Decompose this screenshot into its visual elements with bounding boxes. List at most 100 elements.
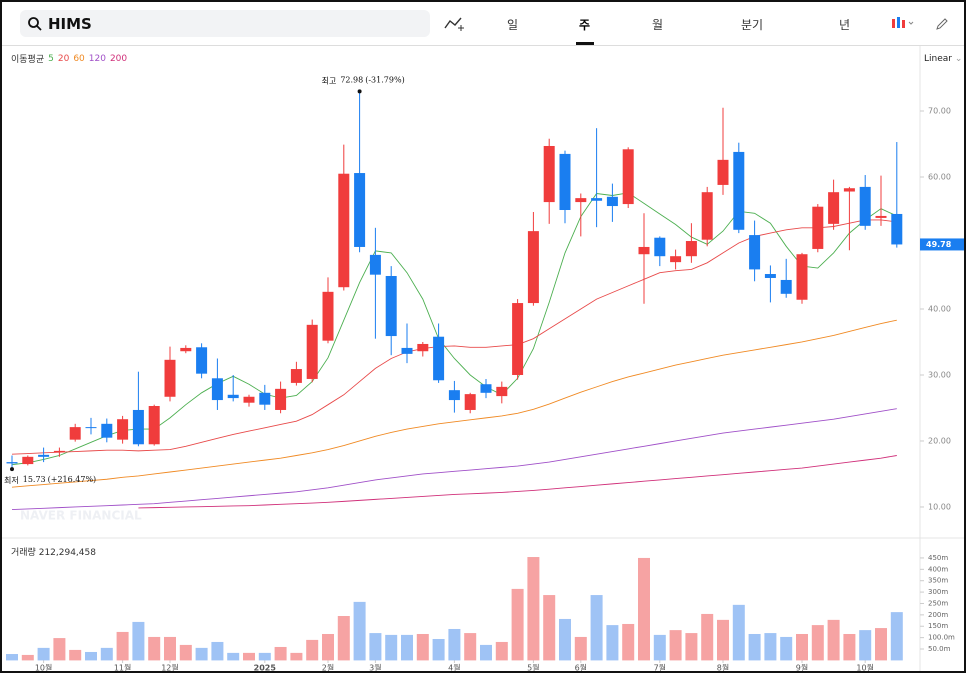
candle-body [69,427,81,440]
candle-body [764,274,776,278]
candle-body [53,450,65,453]
candle-body [875,215,887,218]
scale-text[interactable]: Linear [924,54,952,64]
moving-average-line [11,319,897,488]
ma-legend-item: 5 [48,53,54,64]
volume-bar [179,644,192,661]
extreme-dot [357,89,362,94]
volume-bar [717,619,729,661]
y-tick-label: 70.00 [928,107,951,116]
volume-bar [748,633,761,661]
volume-bar [148,636,161,661]
candle-body [417,343,429,352]
volume-bar [21,654,34,661]
volume-legend: 거래량 212,294,458 [11,545,96,558]
volume-bar [448,628,461,661]
volume-bar [306,639,319,661]
scale-selector[interactable]: Linear ⌄ [924,54,963,64]
period-tab[interactable]: 월 [652,18,664,32]
candle-body [717,159,729,185]
annotation-value: 72.98 [340,75,363,84]
x-tick-label: 6월 [575,663,587,672]
search-box[interactable]: HIMS [20,10,430,37]
x-tick-label: 2월 [322,663,334,672]
volume-bar [653,634,666,661]
y-tick-label: 30.00 [928,370,951,379]
candle-body [480,384,492,393]
volume-bar [132,621,145,661]
volume-bar [164,636,176,661]
period-tab[interactable]: 주 [579,18,591,32]
candle-body [591,198,603,201]
candle-body [354,173,366,247]
volume-bar [701,613,714,661]
candle-body [117,419,129,440]
candle-body [385,275,397,337]
x-tick-label: 7월 [654,663,666,672]
ma-legend-item: 20 [57,53,70,64]
volume-bar [369,633,382,661]
volume-bar [495,641,508,661]
volume-bar [511,588,524,661]
volume-bar [401,634,413,661]
volume-tick-label: 300m [928,588,948,596]
volume-total: 212,294,458 [38,548,96,558]
moving-average-line [11,408,897,511]
period-tab[interactable]: 분기 [741,18,764,32]
volume-bar [432,638,445,661]
candle-body [638,246,650,255]
candle-body [575,198,587,203]
volume-bar [732,604,745,661]
top-bar: HIMS 일 주 월 분기 년 [2,2,964,46]
compare-icon[interactable] [444,16,466,32]
period-tab[interactable]: 년 [839,18,851,32]
y-tick-label: 40.00 [928,304,951,313]
volume-bar [195,647,208,661]
candle-body [543,145,555,203]
volume-bar [211,641,224,661]
candle-body [559,153,571,211]
annotation-value: 15.73 [23,475,46,484]
candle-body [290,369,302,383]
moving-average-line [11,219,897,455]
volume-bar [53,638,66,661]
volume-bar [274,646,287,661]
volume-bar [322,633,334,661]
x-tick-label: 10월 [35,663,53,672]
candle-body [654,237,666,257]
annotation-change: (+216.47%) [48,475,97,484]
annotation-label: 최고 [322,75,337,85]
candle-body [812,206,824,249]
volume-bar [559,618,571,661]
volume-bar [796,633,808,661]
candle-body [85,427,97,429]
volume-tick-label: 100.0m [928,634,955,642]
period-tab[interactable]: 일 [507,18,519,32]
active-tab-underline [576,42,594,45]
volume-bar [6,654,18,661]
candle-body [464,394,476,410]
x-tick-label: 11월 [114,663,132,672]
price-tag-label: 49.78 [926,240,952,249]
volume-tick-label: 50.0m [928,645,951,653]
price-tag [920,238,964,251]
search-text[interactable]: HIMS [48,15,92,33]
moving-average-line [11,192,897,466]
candle-body [606,196,618,207]
candle-body [891,213,903,245]
draw-icon[interactable] [934,16,950,32]
volume-bar [527,557,540,661]
candle-body [164,359,176,397]
extreme-annotation: 최고 72.98 (-31.79%) [322,75,405,85]
candle-body [828,192,840,224]
x-tick-label: 9월 [796,663,808,672]
candle-body [196,347,208,374]
volume-bar [890,612,903,661]
candle-body [259,392,271,405]
moving-average-line [138,455,897,509]
chart-type-icon[interactable] [890,16,916,32]
x-tick-label: 3월 [369,663,381,672]
candle-body [22,456,34,465]
volume-bar [353,601,366,661]
volume-bar [116,631,129,661]
